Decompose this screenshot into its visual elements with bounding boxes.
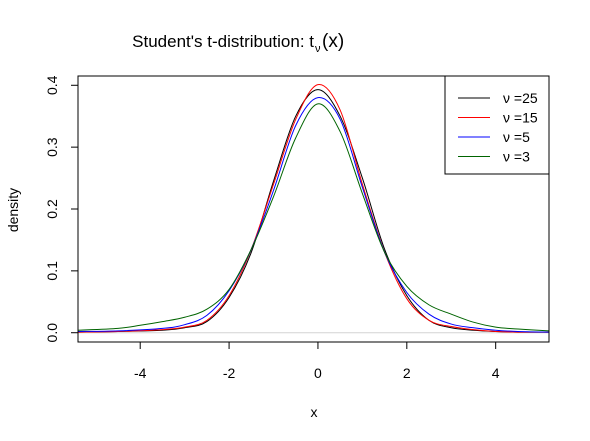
plot-area — [77, 84, 550, 334]
y-tick-label: 0.4 — [44, 75, 60, 95]
legend-label-4: ν =3 — [503, 149, 530, 165]
chart-title-subscript: ν — [315, 43, 321, 55]
series-line-1 — [77, 89, 550, 333]
x-tick-label: -4 — [134, 365, 147, 381]
y-axis-label: density — [5, 188, 21, 232]
x-tick-label: -2 — [223, 365, 236, 381]
legend: ν =25 ν =15 ν =5 ν =3 — [444, 75, 550, 175]
legend-box — [444, 75, 550, 175]
legend-label-3: ν =5 — [503, 129, 530, 145]
series-line-3 — [77, 97, 550, 333]
y-tick-label: 0.0 — [44, 323, 60, 343]
x-tick-label: 2 — [403, 365, 411, 381]
x-tick-label: 4 — [492, 365, 500, 381]
series-line-2 — [77, 84, 550, 333]
axes: -4 -2 0 2 4 0.0 0.1 0.2 0.3 0.4 — [44, 75, 500, 381]
chart-title: Student's t-distribution: t ν (x) — [132, 31, 344, 55]
x-tick-label: 0 — [314, 365, 322, 381]
x-axis-label: x — [311, 404, 318, 420]
y-tick-label: 0.3 — [44, 137, 60, 157]
y-tick-label: 0.1 — [44, 261, 60, 281]
legend-label-2: ν =15 — [503, 110, 538, 126]
series-line-4 — [77, 103, 550, 332]
plot-frame — [77, 75, 550, 343]
legend-label-1: ν =25 — [503, 90, 538, 106]
y-tick-label: 0.2 — [44, 199, 60, 219]
chart-title-argument: (x) — [322, 31, 344, 52]
chart-title-main: Student's t-distribution: t — [132, 32, 314, 51]
